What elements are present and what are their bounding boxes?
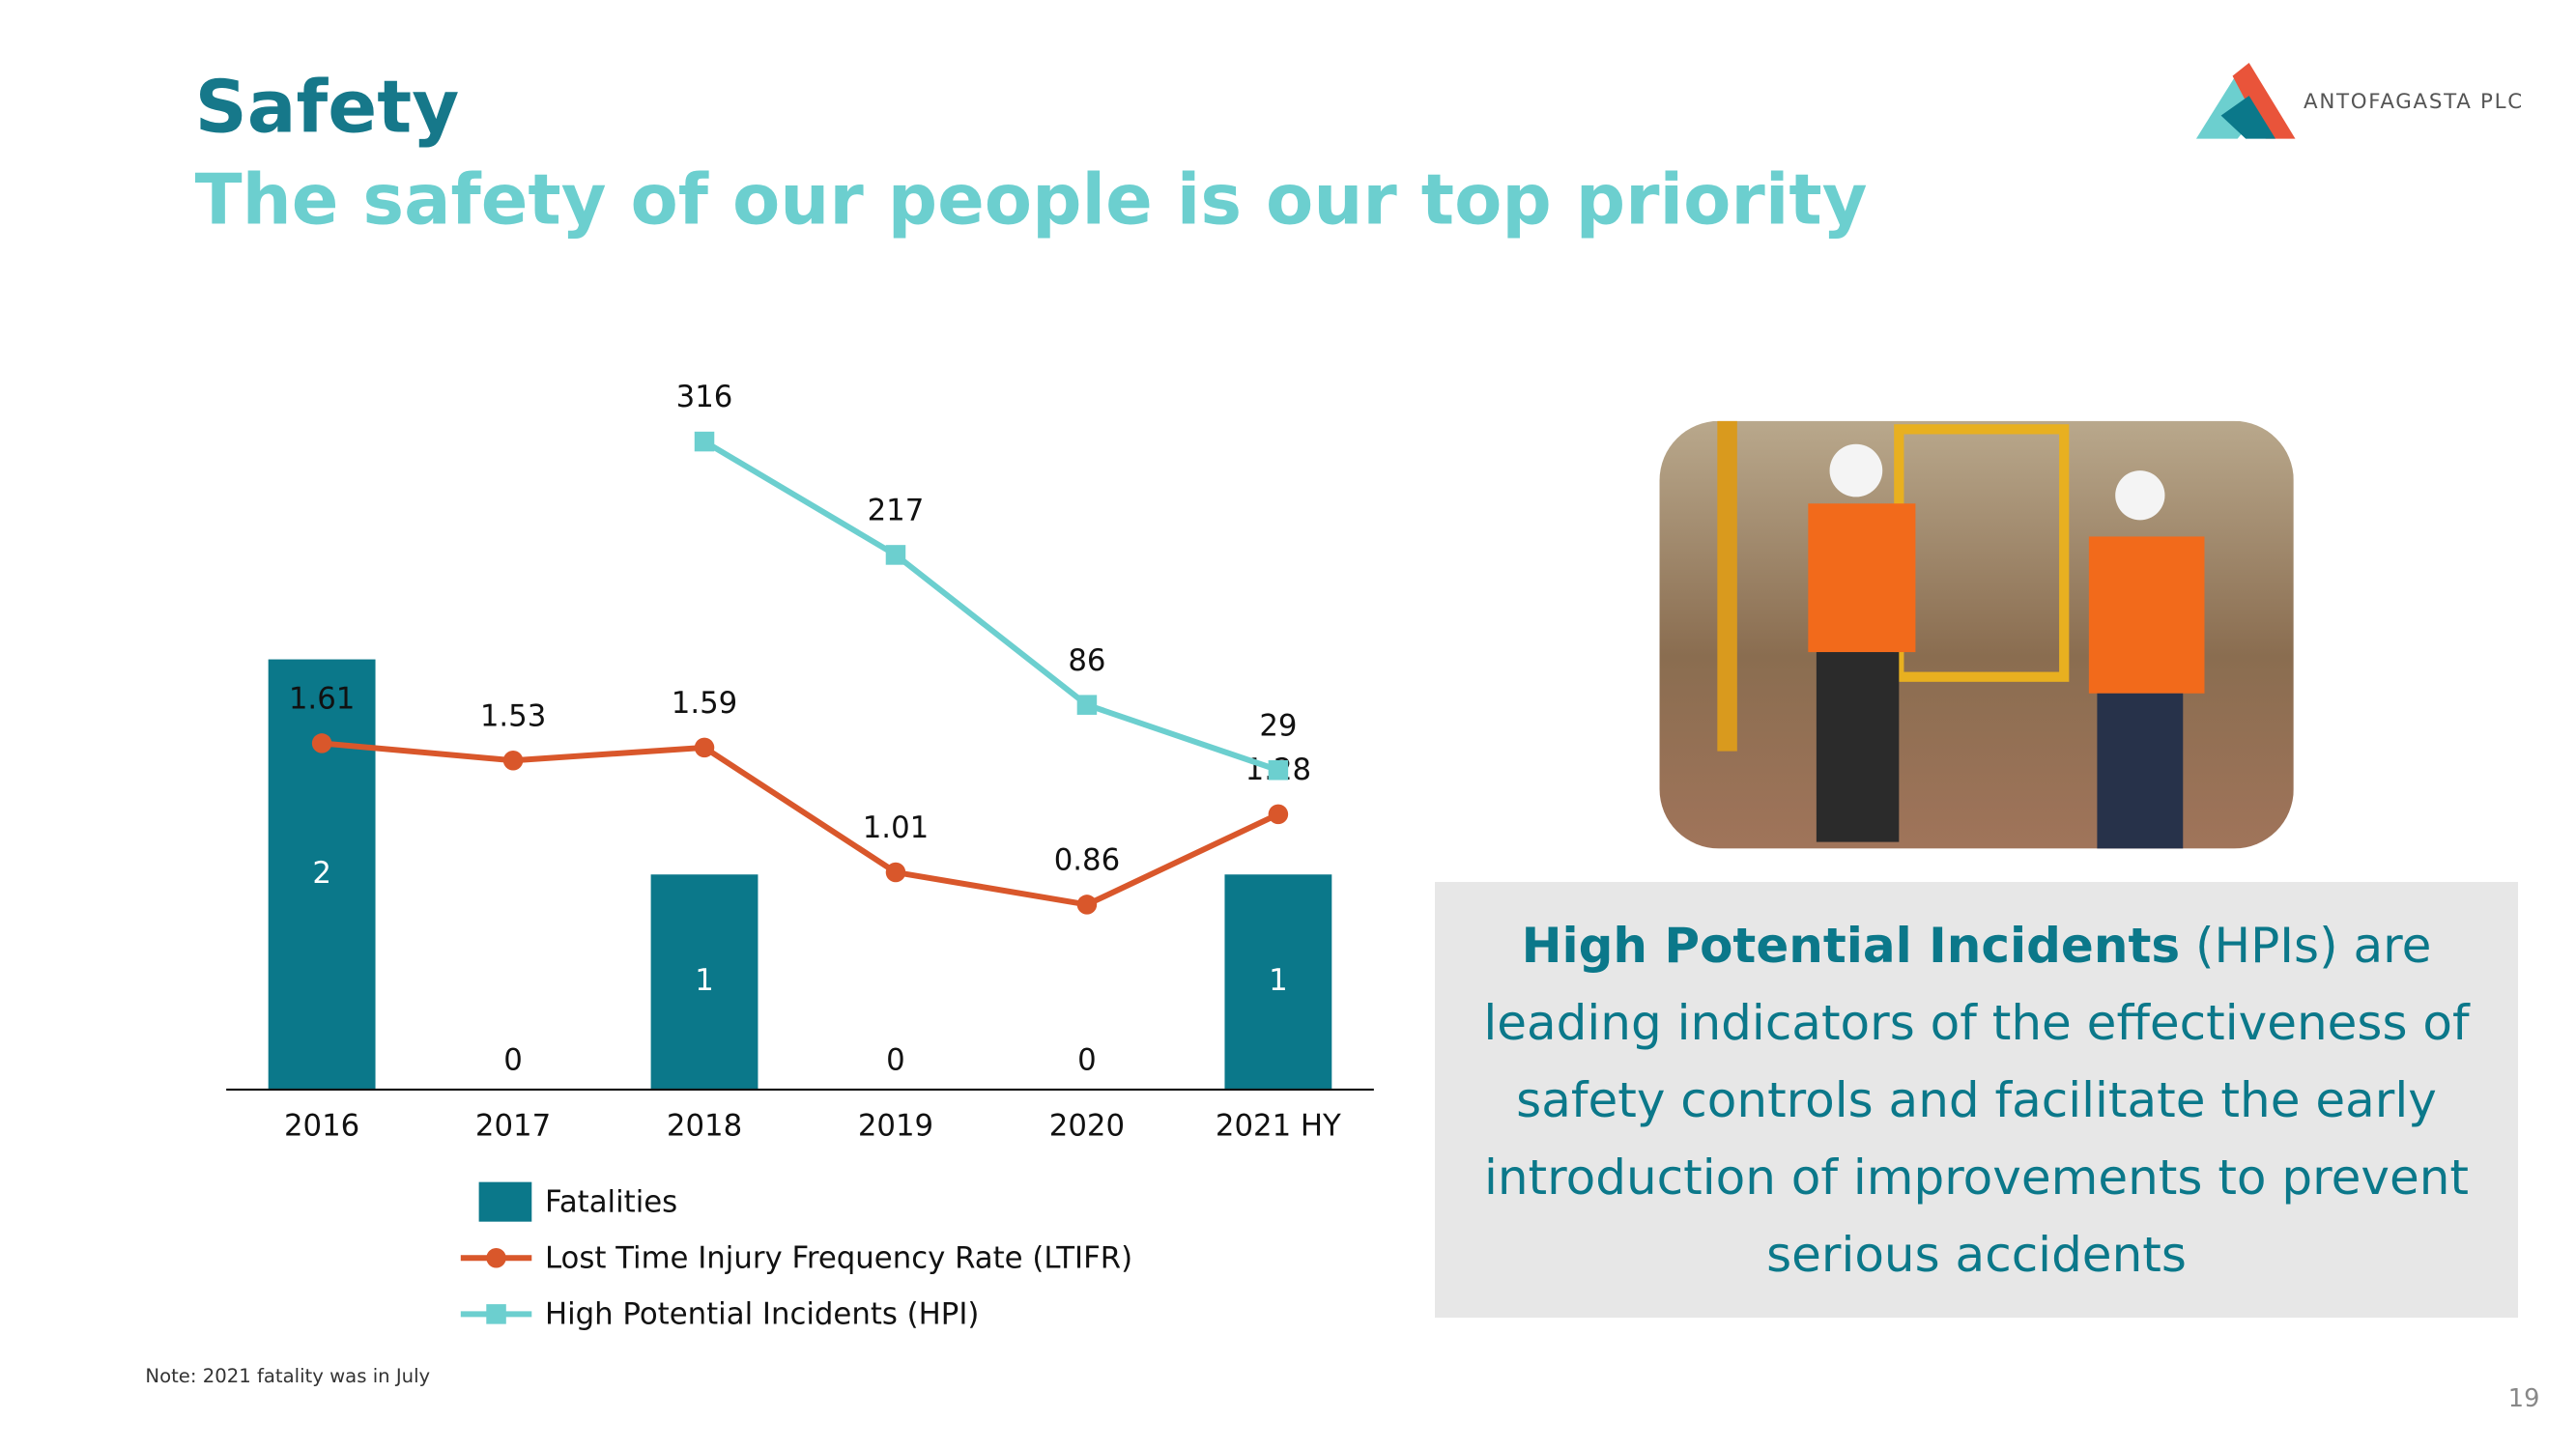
line-value-label: 1.01 bbox=[863, 810, 929, 845]
marker bbox=[694, 737, 715, 758]
bar-value-label: 2 bbox=[312, 856, 331, 891]
x-tick-label: 2016 bbox=[284, 1109, 359, 1144]
slide-subtitle: The safety of our people is our top prio… bbox=[195, 158, 1868, 240]
marker bbox=[1268, 804, 1289, 825]
logo-mark bbox=[2195, 62, 2296, 139]
marker bbox=[694, 431, 715, 452]
x-tick-label: 2017 bbox=[475, 1109, 551, 1144]
legend-swatch bbox=[478, 1181, 532, 1222]
marker bbox=[1268, 759, 1289, 781]
bar-value-label: 0 bbox=[503, 1042, 523, 1077]
series-line bbox=[702, 439, 1279, 774]
line-value-label: 1.61 bbox=[289, 681, 355, 716]
bar-value-label: 1 bbox=[695, 963, 714, 998]
marker bbox=[502, 750, 524, 771]
marker bbox=[885, 545, 906, 565]
bar-value-label: 0 bbox=[1077, 1042, 1097, 1077]
legend-marker bbox=[486, 1304, 506, 1324]
photo bbox=[1659, 420, 2294, 849]
x-tick-label: 2019 bbox=[858, 1109, 933, 1144]
callout-bold: High Potential Incidents bbox=[1521, 917, 2181, 974]
series-line bbox=[321, 740, 1280, 908]
line-value-label: 316 bbox=[676, 380, 733, 414]
callout-box: High Potential Incidents (HPIs) are lead… bbox=[1435, 882, 2518, 1318]
marker bbox=[311, 733, 332, 753]
bar bbox=[268, 659, 376, 1090]
footnote: Note: 2021 fatality was in July bbox=[145, 1365, 430, 1387]
bar-value-label: 1 bbox=[1269, 963, 1288, 998]
line-value-label: 217 bbox=[868, 493, 925, 527]
marker bbox=[885, 862, 906, 883]
x-tick-label: 2018 bbox=[667, 1109, 742, 1144]
callout-text: High Potential Incidents (HPIs) are lead… bbox=[1464, 907, 2489, 1293]
legend-label: Lost Time Injury Frequency Rate (LTIFR) bbox=[545, 1240, 1132, 1275]
logo-text: ANTOFAGASTA PLC bbox=[2304, 90, 2524, 114]
bar bbox=[1224, 874, 1332, 1090]
line-value-label: 0.86 bbox=[1054, 842, 1120, 877]
bar-value-label: 0 bbox=[886, 1042, 905, 1077]
marker bbox=[1076, 895, 1098, 915]
marker bbox=[1076, 695, 1098, 715]
x-tick-label: 2020 bbox=[1049, 1109, 1125, 1144]
line-value-label: 1.59 bbox=[672, 686, 737, 721]
callout-body: (HPIs) are leading indicators of the eff… bbox=[1483, 917, 2470, 1283]
legend-marker bbox=[486, 1248, 506, 1268]
legend-label: High Potential Incidents (HPI) bbox=[545, 1297, 979, 1332]
bar bbox=[650, 874, 758, 1090]
legend-label: Fatalities bbox=[545, 1184, 677, 1219]
line-value-label: 86 bbox=[1068, 643, 1105, 678]
x-tick-label: 2021 HY bbox=[1216, 1109, 1341, 1144]
page-number: 19 bbox=[2508, 1384, 2540, 1413]
slide-title: Safety bbox=[195, 65, 460, 150]
line-value-label: 1.53 bbox=[480, 698, 546, 733]
line-value-label: 29 bbox=[1259, 708, 1297, 743]
